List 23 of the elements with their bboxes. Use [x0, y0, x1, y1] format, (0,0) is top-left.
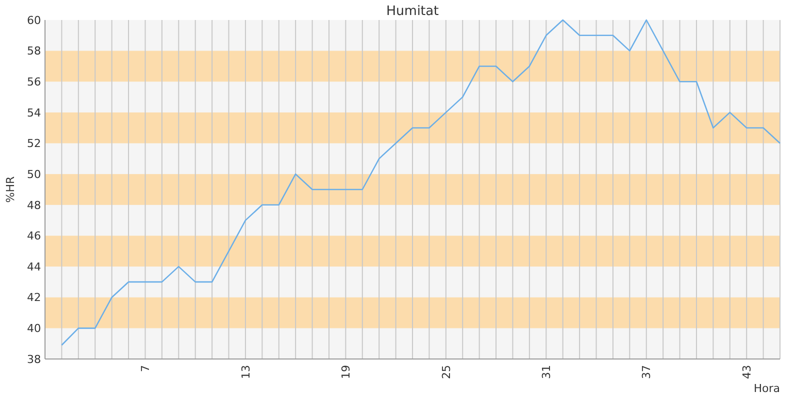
y-tick-label: 56	[27, 75, 41, 88]
y-tick-label: 44	[27, 260, 41, 274]
y-tick-label: 42	[27, 291, 41, 304]
x-tick-label: 43	[740, 365, 754, 379]
y-tick-label: 48	[27, 198, 41, 212]
chart-title: Humitat	[386, 4, 439, 19]
x-tick-label: 13	[239, 365, 252, 379]
y-tick-label: 38	[27, 352, 41, 366]
x-tick-label: 31	[540, 365, 553, 379]
x-tick-label: 19	[340, 365, 353, 379]
x-tick-label: 7	[139, 365, 152, 372]
y-tick-label: 50	[27, 168, 41, 181]
x-axis-title: Hora	[754, 382, 780, 395]
x-tick-label: 25	[440, 365, 453, 379]
y-tick-label: 52	[27, 137, 41, 150]
y-tick-label: 60	[27, 14, 41, 27]
y-axis-title: %HR	[4, 176, 17, 203]
y-tick-label: 40	[27, 322, 41, 336]
line-series	[61, 19, 781, 346]
y-tick-label: 46	[27, 230, 41, 243]
y-tick-label: 54	[27, 106, 41, 120]
x-tick-label: 37	[640, 365, 654, 379]
y-tick-label: 58	[27, 44, 41, 58]
